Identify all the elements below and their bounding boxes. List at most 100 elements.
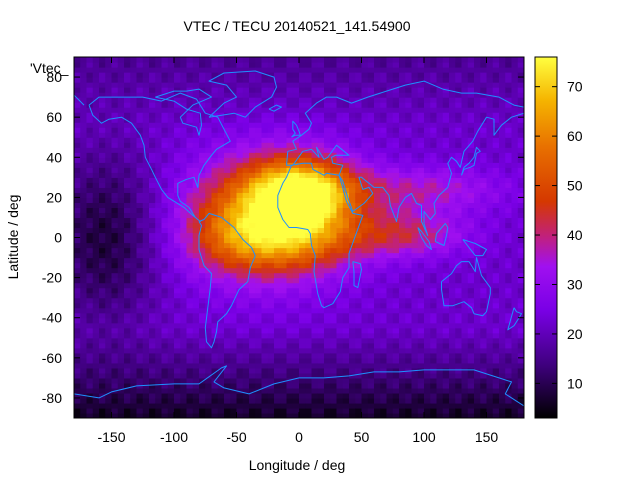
- heatmap-cell: [267, 137, 275, 143]
- heatmap-cell: [499, 77, 506, 83]
- heatmap-cell: [99, 362, 106, 369]
- heatmap-cell: [274, 357, 281, 364]
- heatmap-cell: [255, 57, 263, 63]
- heatmap-cell: [330, 267, 338, 274]
- heatmap-cell: [330, 407, 338, 414]
- heatmap-cell: [355, 187, 363, 193]
- heatmap-cell: [155, 352, 163, 359]
- heatmap-cell: [399, 67, 406, 73]
- heatmap-cell: [149, 87, 156, 93]
- heatmap-cell: [374, 232, 381, 239]
- heatmap-cell: [111, 362, 119, 369]
- heatmap-cell: [136, 127, 144, 133]
- heatmap-cell: [292, 412, 300, 418]
- heatmap-cell: [442, 382, 450, 389]
- heatmap-cell: [161, 242, 169, 249]
- heatmap-cell: [242, 77, 250, 83]
- heatmap-cell: [267, 217, 275, 224]
- heatmap-cell: [111, 232, 119, 239]
- heatmap-cell: [267, 132, 275, 138]
- heatmap-cell: [74, 362, 81, 369]
- heatmap-cell: [280, 397, 288, 404]
- heatmap-cell: [355, 347, 363, 354]
- heatmap-cell: [399, 187, 406, 193]
- heatmap-cell: [486, 272, 494, 279]
- heatmap-cell: [486, 147, 494, 153]
- heatmap-cell: [499, 362, 506, 369]
- heatmap-cell: [467, 342, 475, 349]
- heatmap-cell: [180, 102, 188, 108]
- heatmap-cell: [480, 232, 488, 239]
- heatmap-cell: [267, 222, 275, 229]
- heatmap-cell: [399, 387, 406, 394]
- heatmap-cell: [130, 362, 138, 369]
- heatmap-cell: [286, 362, 294, 369]
- heatmap-cell: [192, 367, 200, 374]
- heatmap-cell: [492, 312, 500, 319]
- heatmap-cell: [311, 382, 319, 389]
- heatmap-cell: [474, 297, 481, 304]
- heatmap-cell: [217, 212, 225, 219]
- heatmap-cell: [249, 327, 256, 334]
- heatmap-cell: [224, 232, 231, 239]
- heatmap-cell: [261, 117, 269, 123]
- heatmap-cell: [486, 182, 494, 188]
- heatmap-cell: [386, 267, 394, 274]
- heatmap-cell: [336, 227, 344, 234]
- heatmap-cell: [355, 267, 363, 274]
- heatmap-cell: [467, 322, 475, 329]
- heatmap-cell: [292, 197, 300, 203]
- heatmap-cell: [480, 202, 488, 209]
- heatmap-cell: [130, 227, 138, 234]
- heatmap-cell: [492, 272, 500, 279]
- heatmap-cell: [417, 152, 425, 158]
- heatmap-cell: [161, 362, 169, 369]
- heatmap-cell: [286, 402, 294, 409]
- heatmap-cell: [155, 182, 163, 188]
- heatmap-cell: [349, 182, 356, 188]
- heatmap-cell: [167, 362, 175, 369]
- heatmap-cell: [111, 307, 119, 314]
- heatmap-cell: [167, 282, 175, 289]
- heatmap-cell: [249, 257, 256, 264]
- heatmap-cell: [205, 57, 213, 63]
- heatmap-cell: [199, 197, 206, 203]
- heatmap-cell: [142, 202, 150, 209]
- heatmap-cell: [267, 212, 275, 219]
- heatmap-cell: [224, 277, 231, 284]
- heatmap-cell: [124, 277, 131, 284]
- heatmap-cell: [180, 112, 188, 118]
- heatmap-cell: [336, 277, 344, 284]
- heatmap-cell: [455, 357, 463, 364]
- heatmap-cell: [486, 127, 494, 133]
- heatmap-cell: [392, 282, 400, 289]
- heatmap-cell: [311, 352, 319, 359]
- heatmap-cell: [149, 367, 156, 374]
- heatmap-cell: [105, 342, 113, 349]
- heatmap-cell: [480, 327, 488, 334]
- heatmap-cell: [286, 297, 294, 304]
- heatmap-cell: [399, 222, 406, 229]
- heatmap-cell: [230, 102, 238, 108]
- heatmap-cell: [274, 272, 281, 279]
- heatmap-cell: [492, 67, 500, 73]
- heatmap-cell: [355, 162, 363, 168]
- heatmap-cell: [355, 107, 363, 113]
- heatmap-cell: [180, 72, 188, 78]
- heatmap-cell: [199, 387, 206, 394]
- heatmap-cell: [380, 317, 388, 324]
- heatmap-cell: [317, 197, 325, 203]
- heatmap-cell: [105, 97, 113, 103]
- heatmap-cell: [361, 237, 369, 244]
- heatmap-cell: [461, 297, 469, 304]
- heatmap-cell: [111, 247, 119, 254]
- heatmap-cell: [367, 332, 375, 339]
- heatmap-cell: [292, 87, 300, 93]
- heatmap-cell: [280, 347, 288, 354]
- heatmap-cell: [355, 112, 363, 118]
- heatmap-cell: [255, 382, 263, 389]
- heatmap-cell: [186, 192, 194, 198]
- heatmap-cell: [499, 132, 506, 138]
- heatmap-cell: [180, 212, 188, 219]
- heatmap-cell: [255, 232, 263, 239]
